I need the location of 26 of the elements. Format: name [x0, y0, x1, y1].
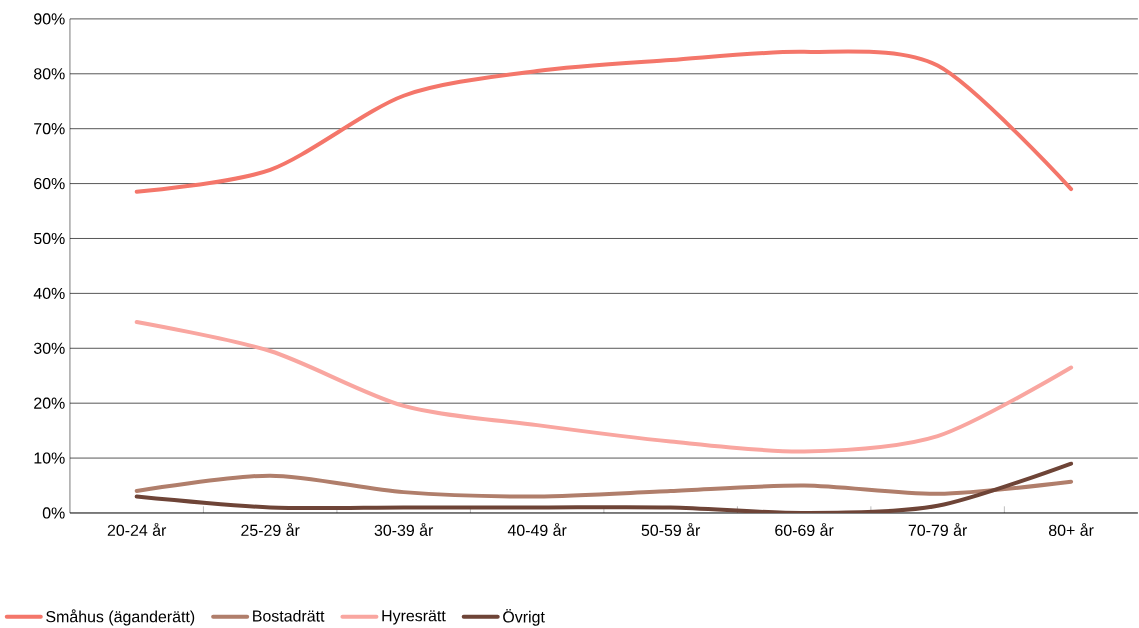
x-tick-label: 60-69 år: [775, 523, 834, 537]
y-tick-label: 90%: [34, 13, 65, 25]
x-tick-label: 20-24 år: [107, 523, 167, 537]
x-tick-label: 70-79 år: [908, 523, 968, 537]
y-tick-label: 30%: [33, 342, 65, 354]
legend-label: Hyresrätt: [382, 610, 446, 625]
y-tick-label: 70%: [34, 123, 65, 135]
x-tick-label: 80+ år: [1048, 523, 1094, 537]
x-tick-label: 50-59 år: [641, 523, 701, 537]
y-tick-label: 20%: [34, 397, 65, 409]
y-tick-label: 0%: [42, 507, 65, 519]
x-tick-label: 25-29 år: [241, 523, 300, 537]
line-series: [134, 473, 1074, 499]
legend-label: Småhus (äganderätt): [46, 609, 195, 626]
legend-label: Bostadrätt: [253, 610, 325, 622]
y-tick-label: 10%: [34, 452, 65, 464]
line-series: [134, 319, 1074, 454]
y-tick-label: 80%: [34, 68, 65, 80]
y-tick-label: 50%: [33, 232, 65, 245]
line-series: [134, 49, 1074, 194]
line-series: [134, 461, 1074, 514]
y-tick-label: 40%: [33, 287, 65, 300]
x-tick-label: 40-49 år: [507, 523, 567, 537]
y-tick-label: 60%: [34, 178, 65, 190]
x-tick-label: 30-39 år: [374, 523, 434, 537]
legend-label: Övrigt: [503, 609, 545, 626]
